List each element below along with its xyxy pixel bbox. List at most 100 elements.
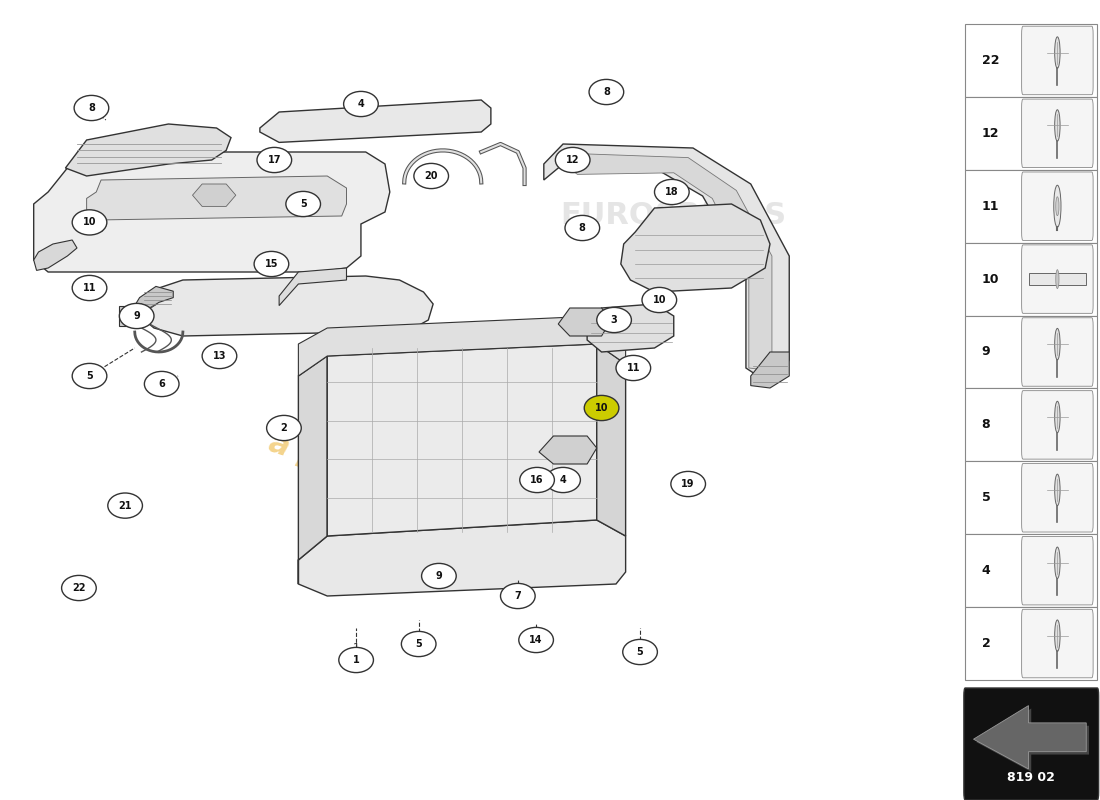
FancyBboxPatch shape xyxy=(966,97,1098,170)
FancyBboxPatch shape xyxy=(1022,463,1093,532)
Polygon shape xyxy=(587,304,673,352)
Text: 4: 4 xyxy=(358,99,364,109)
Polygon shape xyxy=(977,709,1089,772)
Circle shape xyxy=(565,215,600,241)
FancyBboxPatch shape xyxy=(966,389,1098,462)
Circle shape xyxy=(73,363,107,389)
Circle shape xyxy=(590,79,624,105)
Polygon shape xyxy=(974,706,1087,769)
Text: 1: 1 xyxy=(353,643,360,653)
Text: 9: 9 xyxy=(133,311,140,321)
Text: 18: 18 xyxy=(666,187,679,197)
Text: 15: 15 xyxy=(265,259,278,269)
Text: 10: 10 xyxy=(595,403,608,413)
Polygon shape xyxy=(34,240,77,270)
Text: 2: 2 xyxy=(280,423,287,433)
Polygon shape xyxy=(140,276,433,336)
Text: 22: 22 xyxy=(981,54,999,67)
Text: 14: 14 xyxy=(529,637,543,646)
Circle shape xyxy=(62,575,97,601)
Text: 1: 1 xyxy=(353,655,360,665)
Circle shape xyxy=(654,179,689,205)
Polygon shape xyxy=(87,176,346,220)
Text: 2: 2 xyxy=(981,637,990,650)
FancyBboxPatch shape xyxy=(1022,172,1093,241)
Circle shape xyxy=(286,191,320,217)
FancyBboxPatch shape xyxy=(1022,245,1093,314)
Polygon shape xyxy=(298,520,626,596)
Text: 16: 16 xyxy=(530,475,543,485)
Text: 20: 20 xyxy=(425,170,438,179)
FancyBboxPatch shape xyxy=(1022,26,1093,94)
Circle shape xyxy=(1056,197,1059,216)
Polygon shape xyxy=(34,152,389,272)
Circle shape xyxy=(1055,474,1060,506)
Text: 19: 19 xyxy=(681,479,695,489)
Circle shape xyxy=(421,563,456,589)
Polygon shape xyxy=(563,154,772,370)
Circle shape xyxy=(73,275,107,301)
Text: 14: 14 xyxy=(529,635,543,645)
Circle shape xyxy=(202,343,236,369)
Polygon shape xyxy=(596,344,626,536)
Circle shape xyxy=(144,371,179,397)
Circle shape xyxy=(1055,547,1060,578)
Text: 17: 17 xyxy=(267,155,282,165)
FancyBboxPatch shape xyxy=(1022,390,1093,459)
Text: 9: 9 xyxy=(981,346,990,358)
Circle shape xyxy=(642,287,676,313)
Circle shape xyxy=(1055,620,1060,651)
Polygon shape xyxy=(298,316,626,376)
Text: 5: 5 xyxy=(300,199,307,209)
Text: 9: 9 xyxy=(436,571,442,581)
Text: 11: 11 xyxy=(627,363,640,373)
Text: 10: 10 xyxy=(981,273,999,286)
Circle shape xyxy=(414,163,449,189)
Circle shape xyxy=(74,95,109,121)
FancyBboxPatch shape xyxy=(966,462,1098,534)
Circle shape xyxy=(1055,328,1060,360)
Polygon shape xyxy=(750,352,789,388)
Polygon shape xyxy=(134,286,174,314)
Polygon shape xyxy=(260,100,491,142)
Text: 7: 7 xyxy=(515,591,521,601)
Circle shape xyxy=(1055,402,1060,433)
FancyBboxPatch shape xyxy=(1022,537,1093,605)
Text: 5: 5 xyxy=(637,647,644,657)
Polygon shape xyxy=(279,268,346,306)
Text: 819 02: 819 02 xyxy=(1008,771,1055,784)
Polygon shape xyxy=(328,344,596,536)
Text: 18: 18 xyxy=(664,187,679,197)
Circle shape xyxy=(254,251,288,277)
Circle shape xyxy=(1056,270,1059,289)
Circle shape xyxy=(671,471,705,497)
Text: 6: 6 xyxy=(158,379,165,389)
FancyBboxPatch shape xyxy=(966,242,1098,315)
Polygon shape xyxy=(192,184,235,206)
Circle shape xyxy=(584,395,619,421)
Text: a passion for parts: a passion for parts xyxy=(265,428,582,556)
FancyBboxPatch shape xyxy=(1022,318,1093,386)
FancyBboxPatch shape xyxy=(966,607,1098,680)
Text: 8: 8 xyxy=(603,87,609,97)
Circle shape xyxy=(108,493,142,518)
Text: 12: 12 xyxy=(565,155,580,165)
Circle shape xyxy=(73,210,107,235)
Circle shape xyxy=(546,467,581,493)
Polygon shape xyxy=(298,356,328,584)
Text: 10: 10 xyxy=(652,295,667,305)
Text: EUROSPARES: EUROSPARES xyxy=(561,202,786,230)
Text: 4: 4 xyxy=(981,564,990,577)
FancyBboxPatch shape xyxy=(119,306,145,326)
Text: 3: 3 xyxy=(610,315,617,325)
Text: 21: 21 xyxy=(119,501,132,510)
FancyBboxPatch shape xyxy=(966,315,1098,389)
Circle shape xyxy=(339,647,373,673)
Text: since 1985: since 1985 xyxy=(628,247,719,265)
Circle shape xyxy=(556,147,590,173)
Text: 5: 5 xyxy=(416,639,422,649)
Text: 22: 22 xyxy=(73,583,86,593)
Circle shape xyxy=(596,307,631,333)
Circle shape xyxy=(119,303,154,329)
Circle shape xyxy=(257,147,292,173)
